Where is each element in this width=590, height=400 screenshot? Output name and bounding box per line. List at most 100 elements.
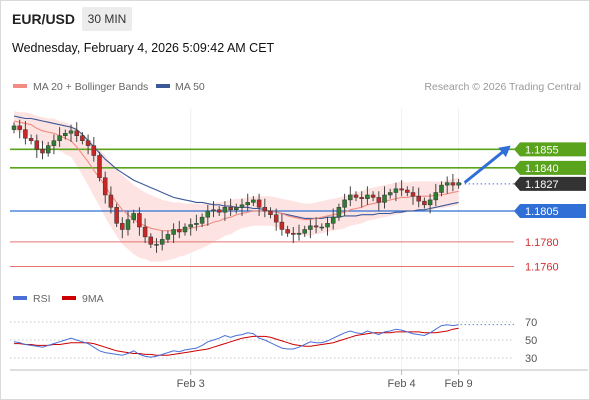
candle-body: [108, 194, 114, 208]
candle-body: [416, 195, 421, 202]
candle-body: [40, 149, 45, 154]
candle-body: [222, 207, 228, 213]
candle-body: [365, 194, 370, 199]
candle-body: [296, 232, 302, 235]
candle-body: [268, 210, 273, 215]
candle-body: [211, 209, 216, 212]
candle-body: [205, 210, 211, 218]
candle-body: [279, 221, 285, 230]
candle-body: [262, 207, 268, 212]
candle-body: [239, 204, 245, 208]
candle-body: [330, 216, 336, 224]
candle-body: [114, 207, 119, 224]
candle-body: [422, 200, 427, 206]
candle-body: [177, 229, 182, 233]
timeframe-badge[interactable]: 30 MIN: [82, 7, 132, 31]
legend-swatch-rsi: [13, 296, 27, 300]
candle-body: [393, 188, 399, 193]
x-axis: Feb 3 Feb 4 Feb 9: [10, 369, 588, 390]
candle-body: [68, 130, 74, 134]
rsi-level-label-30: 30: [525, 353, 537, 365]
candle-body: [102, 177, 108, 196]
candle-body: [23, 129, 28, 139]
candle-body: [182, 226, 188, 233]
candle-body: [171, 229, 176, 235]
level-label-1.1827: 1.1827: [525, 179, 559, 191]
candle-body: [34, 140, 40, 150]
candle-body: [142, 226, 148, 238]
candle-body: [273, 214, 279, 223]
candle-body: [370, 194, 376, 198]
rsi-level-label-50: 50: [525, 335, 537, 347]
bollinger-band-area: [14, 111, 459, 262]
level-label-1.1855: 1.1855: [525, 144, 559, 156]
candle-body: [336, 207, 342, 218]
copyright: Research © 2026 Trading Central: [424, 81, 581, 93]
legend-label-ma20: MA 20 + Bollinger Bands: [33, 81, 148, 93]
candle-body: [359, 197, 364, 199]
level-label-1.1805: 1.1805: [525, 206, 559, 218]
candle-body: [387, 192, 393, 196]
candle-body: [159, 239, 165, 245]
candle-body: [405, 189, 410, 193]
candle-body: [382, 194, 387, 203]
x-tick-label-Feb-4: Feb 4: [388, 378, 416, 390]
forecast-arrow-shaft: [463, 148, 507, 184]
candle-body: [353, 194, 359, 198]
candle-body: [45, 145, 51, 154]
candle-body: [80, 135, 85, 141]
candle-body: [433, 192, 439, 201]
level-box-1.1840: [514, 160, 586, 175]
rsi-line: [13, 324, 459, 358]
candle-body: [456, 182, 461, 186]
timestamp: Wednesday, February 4, 2026 5:09:42 AM C…: [12, 41, 275, 55]
candle-body: [154, 244, 159, 246]
grid: [190, 108, 460, 370]
level-box-1.1855: [514, 142, 586, 157]
candle-body: [216, 209, 222, 213]
candle-body: [319, 226, 325, 229]
legend-label-rsi: RSI: [33, 293, 51, 305]
candle-body: [148, 236, 154, 245]
legend-label-ma50: MA 50: [175, 81, 205, 93]
candle-body: [165, 234, 171, 240]
legend-swatch-ma20: [13, 84, 27, 88]
legend-swatch-ma50: [156, 84, 170, 88]
candle-body: [313, 225, 319, 228]
rsi-level-label-70: 70: [525, 317, 537, 329]
candle-body: [399, 188, 404, 191]
candle-body: [74, 130, 79, 137]
rsi-9ma-line: [14, 327, 459, 356]
candle-body: [188, 224, 193, 228]
candle-body: [410, 192, 416, 197]
candle-body: [63, 133, 68, 137]
level-box-1.1805: [514, 204, 586, 218]
candle-body: [325, 223, 330, 228]
forecast-arrow-head: [498, 145, 511, 158]
candle-body: [228, 207, 233, 211]
candle-body: [245, 202, 250, 206]
candle-body: [302, 229, 307, 234]
forecast-arrow: [463, 145, 511, 184]
candle-body: [199, 216, 205, 224]
candle-body: [376, 197, 382, 203]
main-legend: MA 20 + Bollinger Bands MA 50: [13, 81, 205, 93]
candle-body: [194, 223, 199, 225]
candle-body: [439, 184, 444, 193]
level-label-1.1760: 1.1760: [525, 262, 559, 274]
candle-body: [342, 199, 347, 208]
candle-body: [285, 229, 290, 234]
candle-body: [120, 223, 125, 230]
candle-body: [234, 207, 239, 211]
level-label-1.1780: 1.1780: [525, 237, 559, 249]
candle-body: [11, 125, 17, 130]
candle-body: [251, 199, 256, 203]
candle-body: [308, 225, 313, 230]
candle-body: [291, 232, 296, 235]
legend-swatch-9ma: [62, 296, 76, 300]
candle-body: [28, 137, 34, 141]
candle-body: [137, 213, 142, 228]
candle-body: [17, 125, 22, 130]
candle-body: [256, 199, 262, 208]
